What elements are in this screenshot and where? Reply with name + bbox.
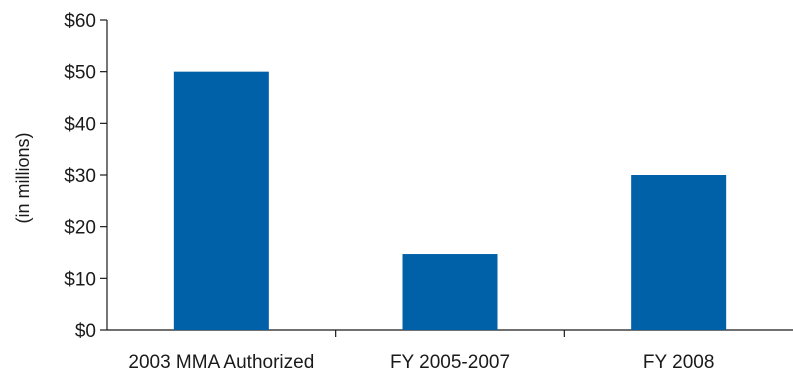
- bar: [402, 254, 498, 330]
- bar: [631, 175, 727, 330]
- y-tick-label: $40: [64, 114, 96, 135]
- y-tick-label: $60: [64, 11, 96, 32]
- x-category-label: FY 2005-2007: [390, 352, 510, 373]
- y-axis-title: (in millions): [13, 132, 33, 223]
- bar: [173, 71, 269, 331]
- y-tick-label: $50: [64, 63, 96, 84]
- y-axis-ticks: $0 $10 $20 $30 $40 $50 $60: [64, 11, 107, 342]
- y-tick-label: $10: [64, 269, 96, 290]
- y-tick-label: $20: [64, 218, 96, 239]
- y-tick-label: $30: [64, 166, 96, 187]
- bars: [173, 71, 727, 331]
- y-tick-label: $0: [75, 321, 96, 342]
- x-axis-category-labels: 2003 MMA Authorized FY 2005-2007 FY 2008: [128, 352, 714, 373]
- x-category-label: FY 2008: [643, 352, 714, 373]
- y-axis-title-group: (in millions): [13, 132, 33, 223]
- x-category-label: 2003 MMA Authorized: [128, 352, 314, 373]
